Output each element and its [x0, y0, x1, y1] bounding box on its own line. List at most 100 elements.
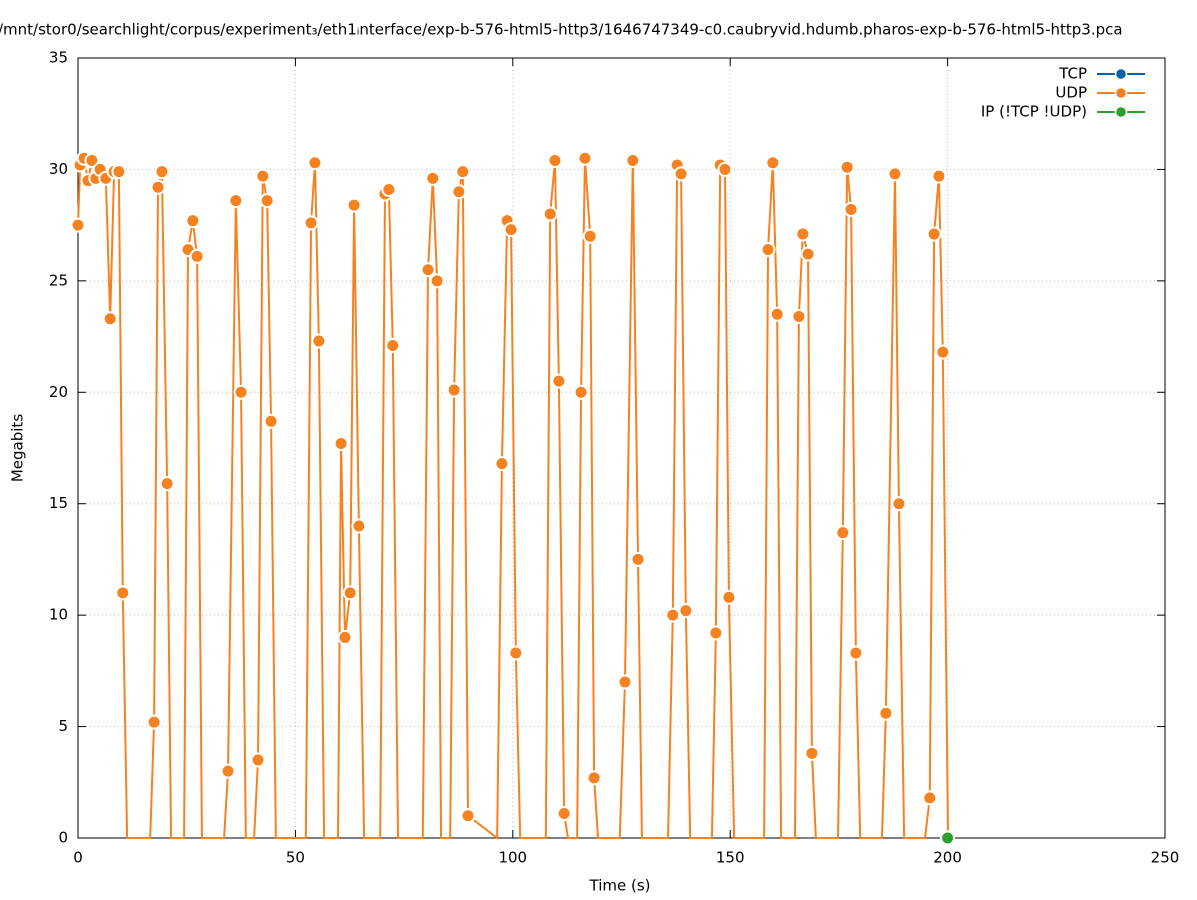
y-tick-label: 20 — [49, 383, 68, 401]
data-point — [542, 206, 558, 222]
data-point — [159, 476, 175, 492]
data-point — [577, 150, 593, 166]
series-line — [77, 155, 950, 841]
data-point — [717, 161, 733, 177]
data-point — [451, 184, 467, 200]
data-point — [878, 705, 894, 721]
data-point — [625, 153, 641, 169]
data-point — [263, 413, 279, 429]
data-point — [940, 830, 956, 846]
data-point — [494, 456, 510, 472]
data-point — [228, 193, 244, 209]
x-tick-label: 0 — [73, 849, 83, 867]
x-tick-label: 200 — [933, 849, 962, 867]
data-point — [931, 168, 947, 184]
data-point — [795, 226, 811, 242]
data-point — [673, 166, 689, 182]
y-tick-label: 5 — [58, 717, 68, 735]
y-tick-label: 10 — [49, 606, 68, 624]
data-point — [429, 273, 445, 289]
data-point — [346, 197, 362, 213]
data-point — [765, 155, 781, 171]
data-point — [460, 808, 476, 824]
data-point — [848, 645, 864, 661]
data-point — [425, 170, 441, 186]
data-point — [233, 384, 249, 400]
data-point — [678, 603, 694, 619]
legend-marker — [1114, 67, 1128, 81]
data-point — [311, 333, 327, 349]
y-tick-label: 15 — [49, 494, 68, 512]
data-point — [617, 674, 633, 690]
data-point — [259, 193, 275, 209]
data-point — [337, 629, 353, 645]
data-point — [551, 373, 567, 389]
data-point — [255, 168, 271, 184]
data-point — [630, 551, 646, 567]
data-point — [547, 153, 563, 169]
data-point — [839, 159, 855, 175]
data-point — [721, 589, 737, 605]
data-point — [70, 217, 86, 233]
legend-marker — [1114, 86, 1128, 100]
data-point — [111, 164, 127, 180]
data-point — [154, 164, 170, 180]
data-point — [381, 181, 397, 197]
x-axis-label: Time (s) — [589, 877, 651, 895]
data-point — [791, 309, 807, 325]
data-point — [586, 770, 602, 786]
data-point — [189, 248, 205, 264]
data-point — [220, 763, 236, 779]
legend-label: TCP — [1058, 65, 1087, 83]
data-point — [665, 607, 681, 623]
data-point — [556, 805, 572, 821]
data-point — [582, 228, 598, 244]
data-point — [926, 226, 942, 242]
x-tick-label: 100 — [498, 849, 527, 867]
x-tick-label: 250 — [1151, 849, 1180, 867]
data-point — [102, 311, 118, 327]
data-point — [250, 752, 266, 768]
x-tick-label: 150 — [716, 849, 745, 867]
data-point — [508, 645, 524, 661]
data-point — [804, 745, 820, 761]
y-tick-label: 0 — [58, 829, 68, 847]
data-point — [843, 202, 859, 218]
data-point — [303, 215, 319, 231]
data-point — [84, 153, 100, 169]
legend-label: UDP — [1055, 84, 1087, 102]
data-point — [800, 246, 816, 262]
data-point — [150, 179, 166, 195]
y-tick-label: 35 — [49, 49, 68, 67]
data-point — [891, 496, 907, 512]
data-point — [503, 222, 519, 238]
data-point — [887, 166, 903, 182]
data-point — [446, 382, 462, 398]
data-point — [922, 790, 938, 806]
data-point — [573, 384, 589, 400]
y-axis-label: Megabits — [9, 414, 27, 482]
y-tick-label: 30 — [49, 160, 68, 178]
legend-marker — [1114, 105, 1128, 119]
data-point — [115, 585, 131, 601]
data-point — [385, 337, 401, 353]
data-point — [420, 262, 436, 278]
data-point — [342, 585, 358, 601]
y-tick-label: 25 — [49, 271, 68, 289]
chart-title: /mnt/stor0/searchlight/corpus/experiment… — [0, 21, 1123, 39]
plot-border — [77, 57, 1166, 839]
data-point — [351, 518, 367, 534]
x-tick-label: 50 — [286, 849, 305, 867]
data-point — [760, 242, 776, 258]
data-point — [935, 344, 951, 360]
data-point — [455, 164, 471, 180]
data-point — [307, 155, 323, 171]
data-point — [146, 714, 162, 730]
data-point — [835, 525, 851, 541]
data-point — [708, 625, 724, 641]
legend-label: IP (!TCP !UDP) — [981, 103, 1087, 121]
data-point — [185, 213, 201, 229]
data-point — [769, 306, 785, 322]
